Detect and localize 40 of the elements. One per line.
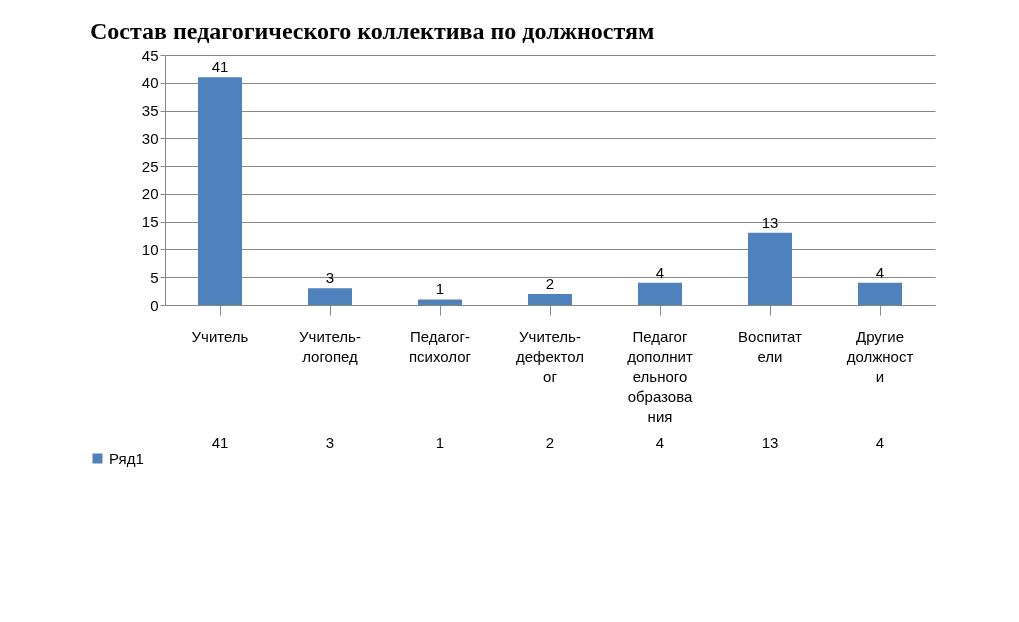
y-tick-label: 0	[150, 296, 159, 314]
x-tick-label: Учитель-логопед	[299, 327, 361, 365]
bar	[418, 299, 462, 305]
data-label: 13	[761, 434, 779, 451]
text: 13	[761, 213, 779, 231]
y-tick-label: 15	[141, 213, 159, 231]
y-tick-label: 45	[141, 46, 159, 64]
y-tick-label: 25	[141, 157, 159, 175]
text: 3	[325, 269, 335, 287]
bar	[748, 232, 792, 305]
y-tick-label: 30	[141, 129, 159, 147]
x-tick-label: Учитель-дефектолог	[516, 327, 584, 385]
data-label: 1	[435, 434, 445, 451]
x-tick-label: Воспитатели	[738, 327, 803, 365]
data-label: 4	[875, 434, 885, 451]
y-tick-label: 40	[141, 74, 159, 92]
bar	[638, 282, 682, 305]
y-tick-label: 35	[141, 102, 159, 120]
data-label: 3	[325, 434, 335, 451]
data-label: 2	[545, 434, 555, 451]
y-tick-label: 10	[141, 240, 159, 258]
y-tick-label: 5	[150, 268, 159, 286]
chart-title: Состав педагогического коллектива по должностям	[90, 18, 655, 44]
y-tick-label: 20	[141, 185, 159, 203]
bar	[198, 77, 242, 305]
x-tick-label: Педагог-психолог	[408, 327, 472, 365]
text: 2	[545, 274, 555, 292]
text: 41	[211, 58, 229, 76]
x-tick-label: Учитель	[191, 327, 249, 345]
bar	[308, 288, 352, 305]
text: 4	[875, 263, 885, 281]
data-label: 4	[655, 434, 665, 451]
x-tick-label: Другие должности	[846, 327, 914, 385]
bar	[858, 282, 902, 305]
bar	[528, 293, 572, 305]
text: 4	[655, 263, 665, 281]
x-tick-label: Педагог дополнительного образования	[627, 327, 693, 425]
legend-label: Ряд1	[109, 449, 144, 467]
data-label: 41	[211, 434, 229, 451]
text: 1	[435, 280, 445, 298]
